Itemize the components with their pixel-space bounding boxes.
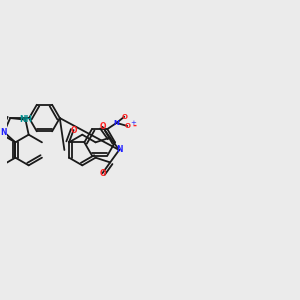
Text: +: +	[130, 120, 136, 126]
Text: O: O	[124, 123, 130, 129]
Text: O: O	[121, 114, 127, 120]
Text: NH: NH	[19, 115, 32, 124]
Text: N: N	[114, 120, 119, 126]
Text: O: O	[99, 122, 106, 131]
Text: O: O	[70, 126, 77, 135]
Text: -: -	[133, 121, 137, 131]
Text: N: N	[1, 128, 7, 136]
Text: N: N	[116, 146, 122, 154]
Text: O: O	[99, 169, 106, 178]
